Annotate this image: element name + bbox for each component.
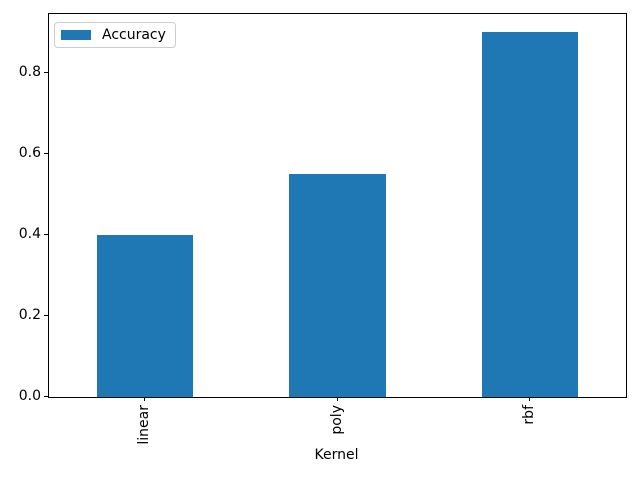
y-tick-label: 0.0 — [18, 388, 41, 404]
bar-poly — [289, 174, 386, 397]
bar-rbf — [481, 32, 578, 397]
y-tick-mark — [44, 396, 48, 397]
x-tick-mark — [144, 397, 146, 401]
bar-linear — [97, 234, 194, 397]
x-axis-label: Kernel — [314, 447, 359, 463]
x-tick-label: poly — [328, 405, 345, 435]
legend-swatch — [61, 30, 91, 40]
plot-area: Accuracy — [48, 13, 627, 398]
y-tick-label: 0.8 — [18, 63, 41, 80]
y-tick-mark — [44, 314, 48, 316]
y-tick-label: 0.6 — [18, 144, 41, 161]
y-tick-label: 0.2 — [18, 306, 41, 323]
y-tick-mark — [44, 71, 48, 73]
y-tick-label: 0.4 — [18, 225, 41, 242]
x-tick-mark — [336, 397, 338, 401]
y-tick-mark — [44, 152, 48, 154]
x-tick-label: rbf — [520, 405, 537, 425]
y-tick-mark — [44, 233, 48, 235]
x-tick-label: linear — [136, 405, 153, 445]
legend: Accuracy — [54, 22, 176, 48]
x-tick-mark — [528, 397, 530, 401]
legend-label: Accuracy — [102, 27, 166, 43]
